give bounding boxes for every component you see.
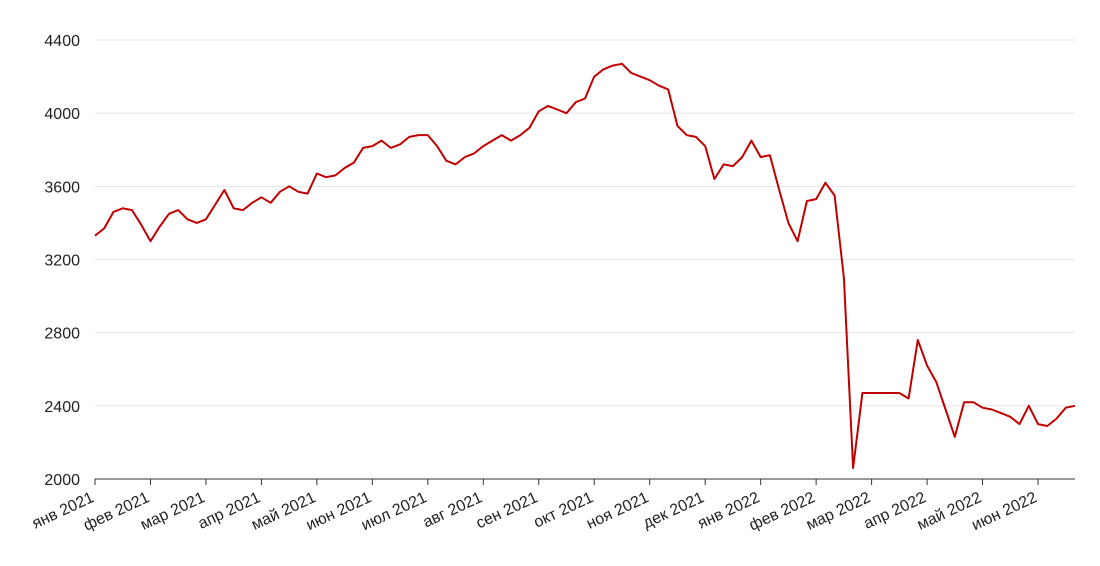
x-tick-label: сен 2021 [474,489,541,532]
y-tick-label: 4400 [44,33,80,50]
x-tick-label: ноя 2021 [584,489,651,533]
y-tick-label: 2000 [44,472,80,489]
y-tick-label: 2800 [44,326,80,343]
x-tick-label: окт 2021 [531,489,596,531]
y-tick-label: 3200 [44,253,80,270]
x-tick-label: мар 2022 [804,489,874,534]
y-tick-label: 2400 [44,399,80,416]
x-tick-label: мар 2021 [138,489,208,534]
x-tick-label: дек 2021 [641,489,707,532]
line [94,62,1076,469]
y-tick-label: 3600 [44,179,80,196]
y-tick-label: 4000 [44,106,80,123]
x-tick-label: авг 2021 [420,489,485,531]
